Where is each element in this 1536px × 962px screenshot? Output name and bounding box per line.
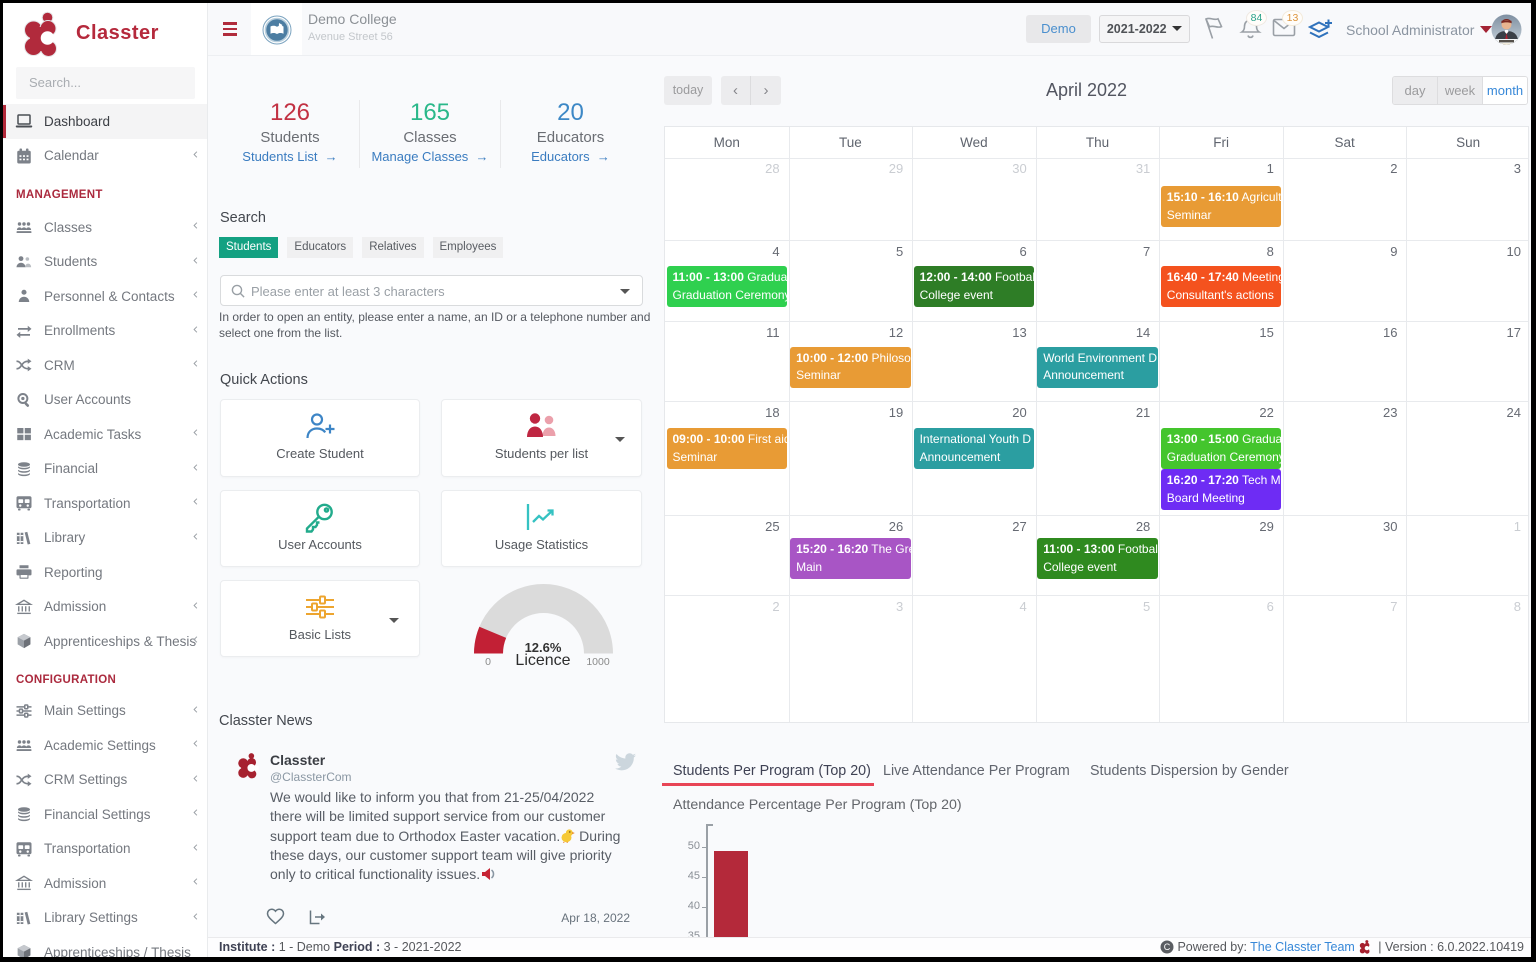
svg-text:C: C xyxy=(1164,942,1171,952)
